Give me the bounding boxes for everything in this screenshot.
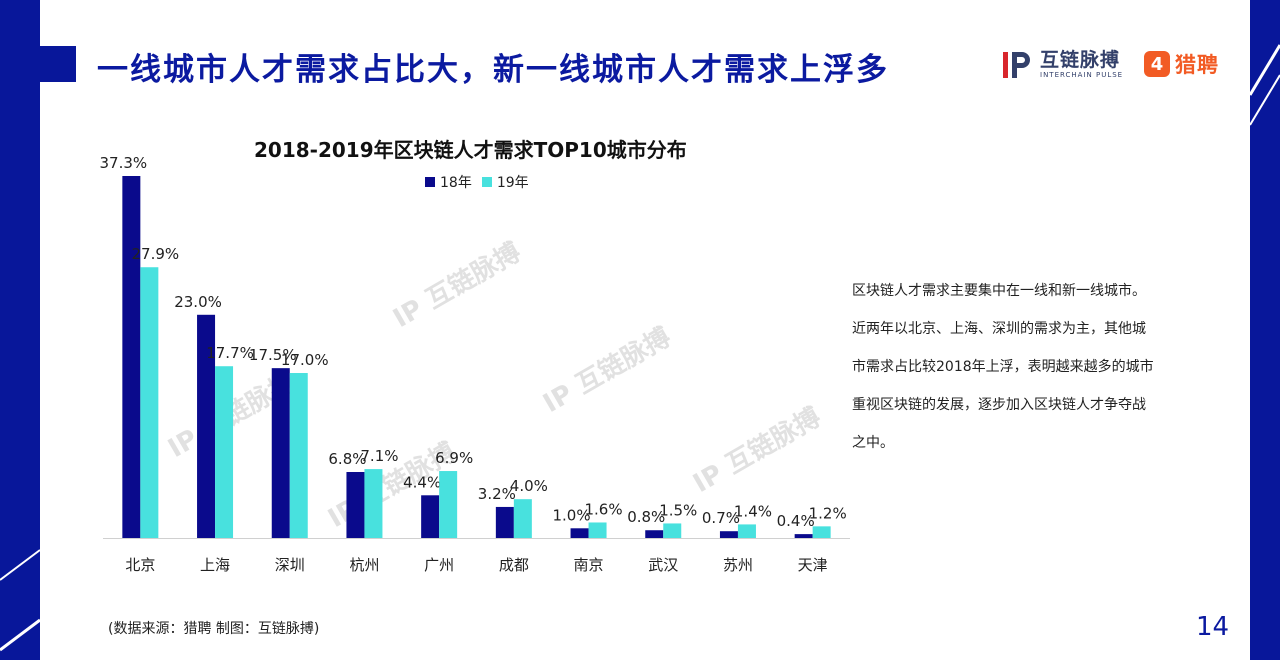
data-label: 1.0% xyxy=(552,506,590,524)
decor-stripe xyxy=(1249,74,1280,126)
title-accent-bar xyxy=(40,46,76,82)
x-tick-label: 杭州 xyxy=(349,556,379,574)
data-label: 0.8% xyxy=(627,508,665,526)
data-label: 1.5% xyxy=(659,501,697,519)
data-label: 37.3% xyxy=(100,154,148,172)
bar-19-9 xyxy=(812,526,831,538)
page-number: 14 xyxy=(1196,612,1230,642)
bar-18-2 xyxy=(271,368,290,538)
bar-19-4 xyxy=(439,471,458,538)
bar-18-0 xyxy=(122,176,141,538)
bar-18-4 xyxy=(421,495,440,538)
data-label: 27.9% xyxy=(132,245,180,263)
data-label: 17.0% xyxy=(281,351,329,369)
x-tick-label: 天津 xyxy=(798,556,828,574)
x-tick-label: 成都 xyxy=(499,556,529,574)
bar-19-5 xyxy=(513,499,532,538)
data-label: 17.5% xyxy=(249,346,297,364)
decor-stripe xyxy=(0,549,41,581)
legend-swatch xyxy=(425,177,435,187)
data-label: 23.0% xyxy=(174,293,222,311)
x-tick-label: 上海 xyxy=(200,556,230,574)
data-source-note: (数据来源：猎聘 制图：互链脉搏) xyxy=(108,621,320,637)
legend-label: 18年 xyxy=(440,175,472,191)
description-line: 重视区块链的发展，逐步加入区块链人才争夺战 xyxy=(852,397,1146,413)
bar-19-3 xyxy=(364,469,383,538)
bar-19-6 xyxy=(588,522,607,538)
bar-18-8 xyxy=(719,531,738,538)
decor-stripe xyxy=(0,618,41,652)
x-tick-label: 北京 xyxy=(125,556,155,574)
interchain-pulse-logo: 互链脉搏 INTERCHAIN PULSE xyxy=(1000,48,1123,82)
legend-label: 19年 xyxy=(496,175,529,191)
bar-18-6 xyxy=(570,528,589,538)
slide-frame xyxy=(40,0,1250,660)
data-label: 3.2% xyxy=(478,485,516,503)
description-line: 近两年以北京、上海、深圳的需求为主，其他城 xyxy=(852,321,1146,337)
x-tick-label: 深圳 xyxy=(275,556,305,574)
data-label: 0.4% xyxy=(777,512,815,530)
x-tick-label: 苏州 xyxy=(723,556,753,574)
x-tick-label: 广州 xyxy=(424,556,454,574)
bar-18-1 xyxy=(197,314,216,538)
x-tick-label: 武汉 xyxy=(648,556,678,574)
bar-19-1 xyxy=(215,366,234,538)
interchain-logo-icon xyxy=(1003,52,1030,78)
data-label: 4.4% xyxy=(403,473,441,491)
data-label: 6.9% xyxy=(435,449,473,467)
logo1-subtitle: INTERCHAIN PULSE xyxy=(1040,71,1124,79)
chart-legend: 18年 19年 xyxy=(425,172,539,192)
x-tick-label: 南京 xyxy=(574,556,604,574)
legend-swatch xyxy=(481,177,492,187)
bar-19-0 xyxy=(140,267,159,538)
data-label: 1.4% xyxy=(734,502,772,520)
data-label: 0.7% xyxy=(702,509,740,527)
data-label: 17.7% xyxy=(206,344,254,362)
page-title: 一线城市人才需求占比大，新一线城市人才需求上浮多 xyxy=(97,52,889,88)
bar-19-8 xyxy=(737,524,756,538)
data-label: 7.1% xyxy=(360,447,398,465)
liepin-logo: 4 猎聘 xyxy=(1144,49,1219,79)
bar-18-7 xyxy=(645,530,664,538)
bar-19-2 xyxy=(289,373,308,538)
decor-stripe xyxy=(1248,44,1280,96)
description-line: 市需求占比较2018年上浮，表明越来越多的城市 xyxy=(852,359,1154,375)
bar-18-9 xyxy=(794,534,813,538)
liepin-logo-icon: 4 xyxy=(1144,51,1170,77)
description-line: 区块链人才需求主要集中在一线和新一线城市。 xyxy=(852,283,1146,299)
description-text: 区块链人才需求主要集中在一线和新一线城市。 近两年以北京、上海、深圳的需求为主，… xyxy=(852,272,1202,462)
bar-19-7 xyxy=(663,523,682,538)
data-label: 6.8% xyxy=(328,450,366,468)
legend-item-19: 19年 xyxy=(481,172,529,192)
logo2-name: 猎聘 xyxy=(1175,53,1219,77)
bar-18-5 xyxy=(495,506,514,538)
legend-item-18: 18年 xyxy=(425,172,472,192)
data-label: 4.0% xyxy=(510,477,548,495)
data-label: 1.2% xyxy=(809,504,847,522)
logo1-name: 互链脉搏 xyxy=(1040,49,1121,71)
chart-title: 2018-2019年区块链人才需求TOP10城市分布 xyxy=(254,138,687,162)
bar-18-3 xyxy=(346,472,365,538)
data-label: 1.6% xyxy=(584,500,622,518)
description-line: 之中。 xyxy=(852,435,894,451)
